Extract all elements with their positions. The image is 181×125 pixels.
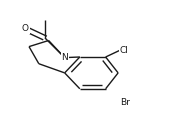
Text: Cl: Cl — [120, 46, 129, 55]
Text: Br: Br — [120, 98, 130, 107]
Text: N: N — [61, 53, 68, 62]
Text: O: O — [22, 24, 29, 33]
